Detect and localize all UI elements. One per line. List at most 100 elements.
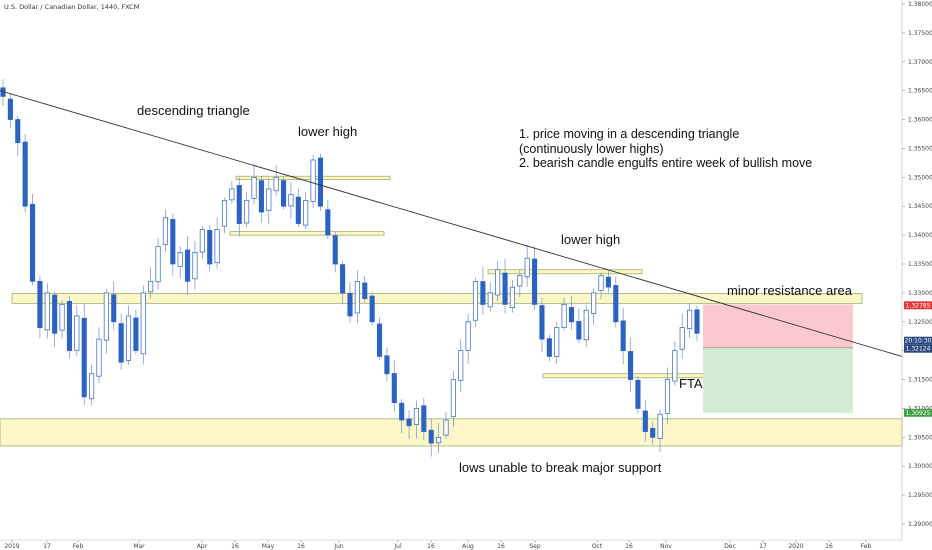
candle-body bbox=[642, 410, 648, 432]
candle-body bbox=[399, 402, 405, 421]
candle bbox=[613, 276, 619, 328]
candle bbox=[133, 309, 139, 355]
time-tick-label: Mar bbox=[133, 543, 145, 550]
candle bbox=[22, 134, 28, 213]
candle-body bbox=[561, 304, 567, 328]
annotation-descending-triangle: descending triangle bbox=[137, 103, 250, 118]
candle-body bbox=[81, 317, 87, 398]
stop-loss-zone bbox=[703, 304, 853, 348]
candle-body bbox=[89, 373, 95, 400]
candle bbox=[192, 240, 198, 290]
candle bbox=[317, 153, 324, 212]
annotation-lower-high-1: lower high bbox=[298, 124, 357, 139]
time-tick-label: Sep bbox=[529, 543, 541, 550]
candle bbox=[546, 334, 552, 362]
time-tick-label: Dec bbox=[724, 543, 736, 550]
candle-body bbox=[532, 258, 538, 305]
candle-body bbox=[480, 281, 486, 305]
candle-body bbox=[273, 176, 279, 192]
price-tags: 1.32785 20:10:301.32124 1.30925 bbox=[904, 301, 932, 417]
candle-body bbox=[546, 338, 552, 357]
candle bbox=[391, 360, 397, 412]
candle bbox=[694, 305, 700, 341]
candle-body bbox=[111, 294, 117, 323]
candle-body bbox=[657, 413, 663, 439]
candle-body bbox=[576, 321, 582, 340]
trendline-layer[interactable] bbox=[0, 90, 903, 357]
candle-body bbox=[605, 276, 611, 288]
time-tick-label: Feb bbox=[73, 543, 84, 550]
target-price-tag: 1.30925 bbox=[906, 410, 931, 417]
candle-body bbox=[281, 180, 287, 207]
time-tick-label: 16 bbox=[297, 543, 305, 550]
candle bbox=[376, 317, 383, 360]
time-tick-label: 16 bbox=[231, 543, 239, 550]
minor-resistance-zone bbox=[11, 293, 863, 304]
candle bbox=[244, 192, 250, 228]
candle bbox=[465, 313, 471, 364]
candle bbox=[214, 217, 220, 269]
candle-body bbox=[148, 280, 154, 293]
candle-body bbox=[66, 300, 72, 352]
price-tick-label: 1.37500 bbox=[908, 30, 932, 37]
candle bbox=[273, 164, 279, 196]
candle-body bbox=[362, 282, 368, 300]
candle bbox=[199, 226, 205, 259]
price-tick-label: 1.36000 bbox=[908, 117, 932, 124]
annotation-lows-support: lows unable to break major support bbox=[459, 460, 662, 475]
price-axis[interactable]: 1.38000 1.37500 1.37000 1.36500 1.36000 1.355… bbox=[901, 0, 932, 540]
candle-body bbox=[620, 320, 626, 352]
candle-body bbox=[458, 350, 464, 381]
time-tick-label: 17 bbox=[43, 543, 51, 550]
price-tick-label: 1.31500 bbox=[908, 377, 932, 384]
candle-body bbox=[266, 188, 272, 211]
candle bbox=[406, 410, 412, 440]
stop-price-tag-bg bbox=[904, 301, 932, 310]
annotation-notes-line-2: (continuously lower highs) bbox=[519, 142, 664, 156]
price-tick-label: 1.37000 bbox=[908, 59, 932, 66]
candle bbox=[635, 376, 641, 414]
candle-body bbox=[554, 327, 560, 357]
candle bbox=[561, 297, 567, 331]
candle-body bbox=[598, 275, 604, 291]
candle-body bbox=[244, 200, 250, 224]
candle-body bbox=[22, 141, 28, 207]
candle-body bbox=[96, 338, 102, 377]
candle-body bbox=[52, 294, 58, 334]
candle bbox=[443, 412, 449, 439]
candle bbox=[325, 199, 331, 239]
time-axis[interactable]: 2019 17 Feb Mar Apr 16 May 16 Jun Jul 16 Aug 16 Sep Oc… bbox=[0, 539, 902, 550]
current-price-tag-bg bbox=[904, 344, 932, 353]
candle bbox=[288, 182, 294, 219]
candles[interactable] bbox=[0, 79, 700, 457]
current-price-tag: 1.32124 bbox=[906, 346, 931, 353]
candle-body bbox=[413, 408, 419, 425]
candle bbox=[251, 164, 257, 205]
candle bbox=[354, 270, 360, 324]
price-tick-label: 1.34000 bbox=[908, 232, 932, 239]
candle-body bbox=[635, 379, 641, 409]
candle bbox=[177, 246, 183, 279]
candle bbox=[81, 304, 87, 405]
candle-body bbox=[37, 280, 43, 328]
candle bbox=[295, 188, 301, 228]
candle-body bbox=[583, 309, 589, 341]
candle bbox=[125, 305, 132, 365]
candle bbox=[583, 304, 589, 348]
time-tick-label: 16 bbox=[825, 543, 833, 550]
candle bbox=[170, 213, 176, 276]
candle-body bbox=[509, 286, 515, 309]
symbol-title: U.S. Dollar / Canadian Dollar, 1440, FXC… bbox=[4, 3, 139, 11]
candle bbox=[650, 422, 656, 445]
candle bbox=[605, 270, 611, 293]
candle bbox=[111, 281, 117, 331]
candle bbox=[155, 238, 161, 290]
time-tick-label: Jul bbox=[393, 543, 402, 550]
take-profit-zone bbox=[703, 347, 853, 414]
candle bbox=[532, 246, 538, 310]
candle bbox=[347, 281, 353, 323]
range-mid-box bbox=[229, 231, 385, 236]
candle-body bbox=[495, 269, 501, 296]
candle bbox=[221, 197, 228, 234]
